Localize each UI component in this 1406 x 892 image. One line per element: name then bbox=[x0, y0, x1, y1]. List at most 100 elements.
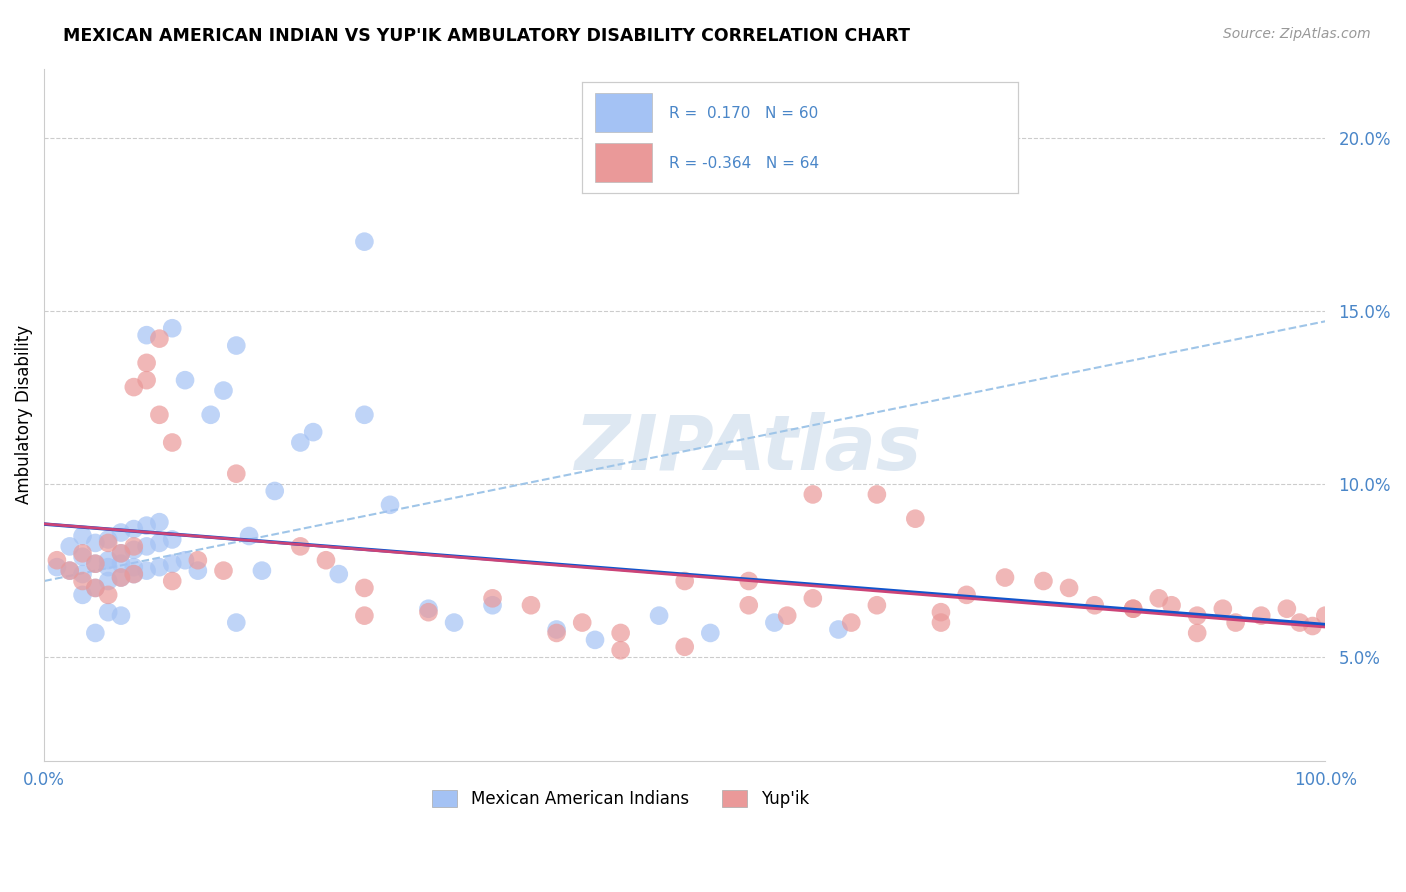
Point bbox=[110, 525, 132, 540]
Point bbox=[72, 567, 94, 582]
Point bbox=[290, 435, 312, 450]
Point bbox=[1185, 626, 1208, 640]
Legend: Mexican American Indians, Yup'ik: Mexican American Indians, Yup'ik bbox=[426, 783, 815, 815]
Point bbox=[290, 540, 312, 554]
Point bbox=[994, 570, 1017, 584]
Point bbox=[378, 498, 401, 512]
Point bbox=[110, 546, 132, 560]
Point bbox=[353, 408, 375, 422]
Point bbox=[1147, 591, 1170, 606]
Point bbox=[72, 588, 94, 602]
Point bbox=[418, 601, 440, 615]
Point bbox=[59, 564, 82, 578]
Point bbox=[1288, 615, 1310, 630]
Point bbox=[225, 338, 247, 352]
Point bbox=[212, 564, 235, 578]
Text: ZIPAtlas: ZIPAtlas bbox=[575, 412, 922, 486]
Point bbox=[1160, 599, 1182, 613]
Point bbox=[97, 605, 120, 619]
Point bbox=[187, 553, 209, 567]
Point bbox=[135, 518, 157, 533]
Point bbox=[97, 588, 120, 602]
Point bbox=[148, 536, 170, 550]
Point bbox=[609, 626, 631, 640]
Text: MEXICAN AMERICAN INDIAN VS YUP'IK AMBULATORY DISABILITY CORRELATION CHART: MEXICAN AMERICAN INDIAN VS YUP'IK AMBULA… bbox=[63, 27, 910, 45]
Point bbox=[801, 487, 824, 501]
Point bbox=[187, 564, 209, 578]
Point bbox=[929, 615, 952, 630]
Point bbox=[673, 574, 696, 588]
Point bbox=[1057, 581, 1080, 595]
Point bbox=[353, 608, 375, 623]
Point bbox=[84, 581, 107, 595]
Point bbox=[1122, 601, 1144, 615]
Point bbox=[738, 599, 761, 613]
Point bbox=[160, 574, 183, 588]
Point bbox=[135, 540, 157, 554]
Point bbox=[546, 623, 568, 637]
Point bbox=[135, 356, 157, 370]
Point bbox=[1212, 601, 1234, 615]
Point bbox=[110, 608, 132, 623]
Point bbox=[135, 373, 157, 387]
Point bbox=[1301, 619, 1323, 633]
Point bbox=[97, 536, 120, 550]
Point bbox=[84, 626, 107, 640]
Point bbox=[738, 574, 761, 588]
Point bbox=[72, 574, 94, 588]
Point bbox=[866, 599, 889, 613]
Point bbox=[135, 564, 157, 578]
Point bbox=[174, 553, 197, 567]
Point bbox=[1032, 574, 1054, 588]
Point bbox=[1250, 608, 1272, 623]
Point bbox=[353, 235, 375, 249]
Point bbox=[110, 570, 132, 584]
Point bbox=[72, 529, 94, 543]
Point bbox=[839, 615, 862, 630]
Point bbox=[84, 581, 107, 595]
Point bbox=[45, 560, 67, 574]
Point bbox=[955, 588, 977, 602]
Y-axis label: Ambulatory Disability: Ambulatory Disability bbox=[15, 326, 32, 504]
Point bbox=[481, 591, 503, 606]
Point bbox=[315, 553, 337, 567]
Point bbox=[148, 560, 170, 574]
Point bbox=[110, 557, 132, 571]
Point bbox=[59, 564, 82, 578]
Point bbox=[699, 626, 721, 640]
Point bbox=[238, 529, 260, 543]
Point bbox=[866, 487, 889, 501]
Point bbox=[110, 546, 132, 560]
Point bbox=[443, 615, 465, 630]
Point bbox=[84, 557, 107, 571]
Point bbox=[122, 380, 145, 394]
Point bbox=[212, 384, 235, 398]
Point bbox=[250, 564, 273, 578]
Point bbox=[72, 546, 94, 560]
Point bbox=[160, 321, 183, 335]
Point bbox=[160, 435, 183, 450]
Point bbox=[904, 511, 927, 525]
Point bbox=[1084, 599, 1107, 613]
Point bbox=[1225, 615, 1247, 630]
Point bbox=[481, 599, 503, 613]
Point bbox=[72, 549, 94, 564]
Point bbox=[418, 605, 440, 619]
Point bbox=[160, 533, 183, 547]
Point bbox=[122, 540, 145, 554]
Point bbox=[571, 615, 593, 630]
Point bbox=[84, 536, 107, 550]
Text: Source: ZipAtlas.com: Source: ZipAtlas.com bbox=[1223, 27, 1371, 41]
Point bbox=[148, 332, 170, 346]
Point bbox=[59, 540, 82, 554]
Point bbox=[97, 560, 120, 574]
Point bbox=[801, 591, 824, 606]
Point bbox=[520, 599, 543, 613]
Point bbox=[1122, 601, 1144, 615]
Point bbox=[263, 483, 285, 498]
Point bbox=[353, 581, 375, 595]
Point bbox=[122, 567, 145, 582]
Point bbox=[827, 623, 849, 637]
Point bbox=[763, 615, 786, 630]
Point bbox=[45, 553, 67, 567]
